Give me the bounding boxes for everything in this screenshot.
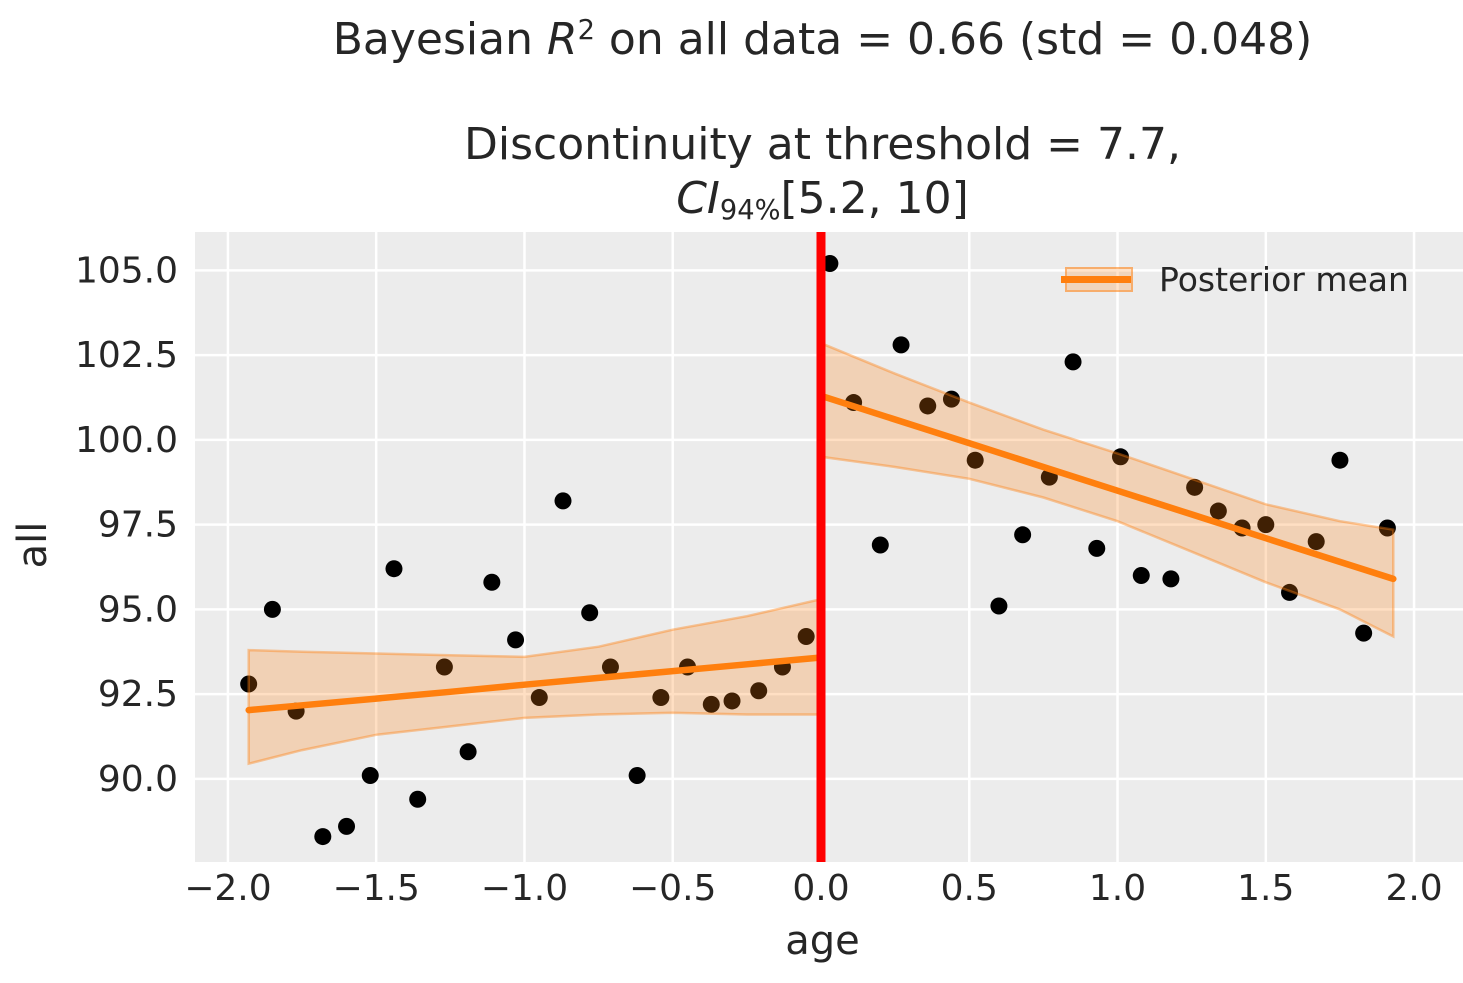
scatter-point [1331, 451, 1349, 469]
scatter-point [871, 536, 889, 554]
ci-symbol: CI [676, 173, 720, 224]
scatter-point [990, 597, 1008, 615]
title-prefix: Bayesian [332, 14, 547, 65]
x-tick-label: 1.0 [1089, 868, 1146, 909]
r-exponent: 2 [577, 15, 595, 46]
threshold-line [816, 232, 826, 862]
scatter-point [723, 692, 741, 710]
scatter-point [409, 790, 427, 808]
x-tick-label: 2.0 [1385, 868, 1442, 909]
y-tick-label: 92.5 [98, 674, 178, 715]
ci-subscript: 94% [719, 195, 781, 226]
r-symbol: R [546, 14, 578, 65]
axes-title-line2: CI94%[5.2, 10] [195, 172, 1450, 232]
scatter-point [1378, 519, 1396, 537]
scatter-point [530, 689, 548, 707]
scatter-point [435, 658, 453, 676]
x-tick-label: 0.5 [941, 868, 998, 909]
axes-title: Discontinuity at threshold = 7.7, CI94%[5… [195, 118, 1450, 232]
y-tick-label: 102.5 [75, 335, 178, 376]
legend-label: Posterior mean [1159, 260, 1409, 299]
y-tick-label: 105.0 [75, 250, 178, 291]
scatter-point [1257, 516, 1275, 534]
title-suffix: on all data = 0.66 (std = 0.048) [594, 14, 1313, 65]
scatter-point [459, 743, 477, 761]
scatter-point [1088, 539, 1106, 557]
y-tick-label: 95.0 [98, 589, 178, 630]
scatter-point [1307, 533, 1325, 551]
scatter-point [966, 451, 984, 469]
scatter-point [702, 695, 720, 713]
scatter-point [628, 767, 646, 785]
scatter-point [797, 628, 815, 646]
x-tick-label: −0.5 [629, 868, 716, 909]
ci-range: [5.2, 10] [780, 173, 969, 224]
scatter-point [1162, 570, 1180, 588]
scatter-point [385, 560, 403, 578]
scatter-point [1355, 624, 1373, 642]
posterior-mean-line-right [817, 392, 1397, 583]
x-tick-label: 1.5 [1237, 868, 1294, 909]
axes-background [195, 232, 1463, 862]
scatter-point [652, 689, 670, 707]
scatter-point [601, 658, 619, 676]
axes-title-line1: Discontinuity at threshold = 7.7, [464, 119, 1181, 170]
y-tick-label: 97.5 [98, 505, 178, 546]
scatter-point [554, 492, 572, 510]
x-tick-label: −1.0 [481, 868, 568, 909]
scatter-point [750, 682, 768, 700]
scatter-point [483, 573, 501, 591]
scatter-point [1281, 583, 1299, 601]
scatter-point [240, 675, 258, 693]
scatter-point [1111, 448, 1129, 466]
y-axis-label: all [10, 521, 56, 569]
legend-line-swatch [1061, 276, 1131, 283]
posterior-mean-line-left [245, 654, 825, 714]
scatter-point [892, 336, 910, 354]
figure-title: Bayesian R2 on all data = 0.66 (std = 0.… [195, 14, 1450, 65]
scatter-point [942, 390, 960, 408]
x-axis-label: age [785, 918, 860, 964]
x-tick-label: −1.5 [332, 868, 419, 909]
scatter-point [361, 767, 379, 785]
scatter-point [1186, 478, 1204, 496]
scatter-point [338, 817, 356, 835]
scatter-point [1014, 526, 1032, 544]
scatter-point [919, 397, 937, 415]
scatter-point [263, 600, 281, 618]
scatter-point [1132, 566, 1150, 584]
y-tick-label: 100.0 [75, 420, 178, 461]
legend-band-swatch [1061, 267, 1133, 292]
scatter-point [1209, 502, 1227, 520]
x-tick-label: −2.0 [184, 868, 271, 909]
scatter-point [581, 604, 599, 622]
y-tick-label: 90.0 [98, 759, 178, 800]
scatter-point [507, 631, 525, 649]
scatter-point [821, 255, 839, 273]
scatter-point [314, 828, 332, 846]
x-tick-label: 0.0 [792, 868, 849, 909]
legend: Posterior mean [1061, 260, 1409, 299]
scatter-point [1064, 353, 1082, 371]
